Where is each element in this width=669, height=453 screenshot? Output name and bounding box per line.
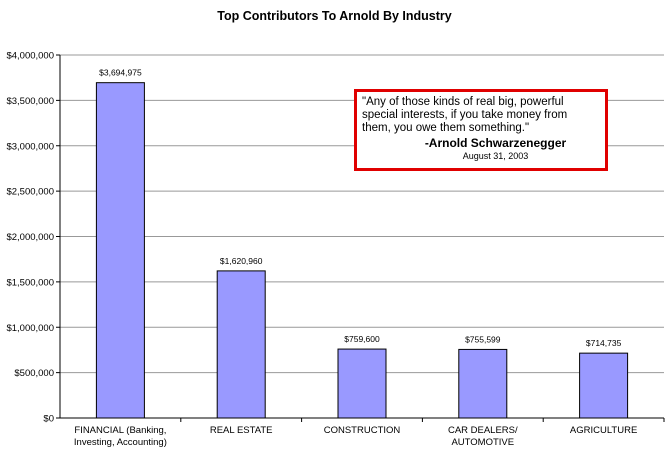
quote-date: August 31, 2003	[462, 151, 529, 161]
data-label: $3,694,975	[99, 68, 142, 78]
y-tick-label: $2,500,000	[6, 187, 54, 198]
y-tick-label: $2,000,000	[6, 232, 54, 243]
data-label: $1,620,960	[220, 256, 263, 266]
category-label: Investing, Accounting)	[74, 437, 167, 448]
data-label: $755,599	[465, 334, 501, 344]
y-tick-label: $500,000	[14, 368, 54, 379]
category-label: CONSTRUCTION	[324, 425, 401, 436]
category-label: CAR DEALERS/	[448, 425, 518, 436]
y-tick-label: $3,000,000	[6, 141, 54, 152]
category-label: REAL ESTATE	[210, 425, 273, 436]
y-tick-label: $4,000,000	[6, 51, 54, 62]
y-tick-label: $3,500,000	[6, 96, 54, 107]
quote-text: "Any of those kinds of real big, powerfu…	[362, 96, 568, 134]
chart-title: Top Contributors To Arnold By Industry	[217, 9, 452, 23]
y-tick-label: $1,500,000	[6, 277, 54, 288]
category-label: FINANCIAL (Banking,	[74, 425, 166, 436]
y-tick-label: $0	[43, 414, 54, 425]
y-tick-label: $1,000,000	[6, 323, 54, 334]
bar	[337, 348, 387, 419]
bar	[216, 270, 266, 419]
data-label: $759,600	[344, 334, 380, 344]
quote-annotation: "Any of those kinds of real big, powerfu…	[354, 89, 608, 171]
category-label: AGRICULTURE	[570, 425, 637, 436]
quote-author: -Arnold Schwarzenegger	[424, 136, 567, 150]
bar	[579, 352, 629, 419]
category-label: AUTOMOTIVE	[451, 437, 514, 448]
bar	[95, 82, 145, 419]
data-label: $714,735	[586, 338, 622, 348]
bar	[458, 348, 508, 419]
